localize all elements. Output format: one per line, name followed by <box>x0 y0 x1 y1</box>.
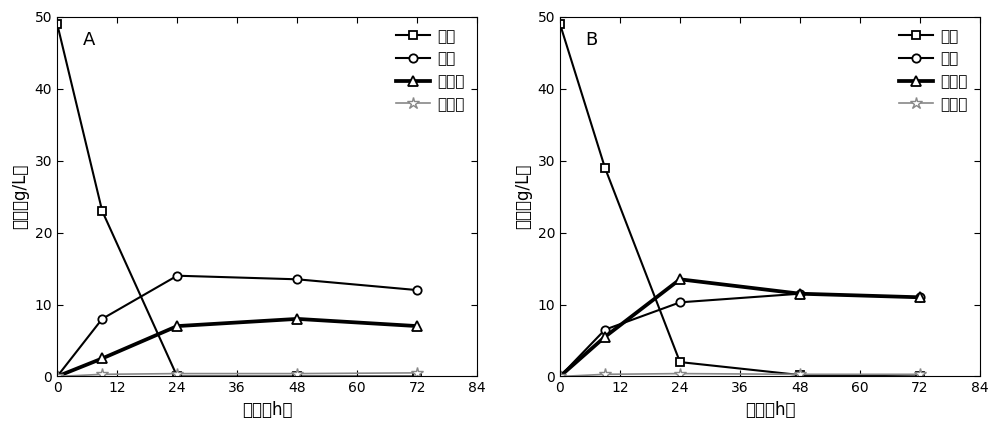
X-axis label: 时间（h）: 时间（h） <box>745 401 795 419</box>
Y-axis label: 浓度（g/L）: 浓度（g/L） <box>11 164 29 229</box>
Y-axis label: 浓度（g/L）: 浓度（g/L） <box>514 164 532 229</box>
Legend: 木糖, 乙醇, 木糖醇, 香草醒: 木糖, 乙醇, 木糖醇, 香草醒 <box>392 24 470 117</box>
X-axis label: 时间（h）: 时间（h） <box>242 401 292 419</box>
Text: A: A <box>82 31 95 49</box>
Text: B: B <box>585 31 597 49</box>
Legend: 木糖, 乙醇, 木糖醇, 香草醒: 木糖, 乙醇, 木糖醇, 香草醒 <box>895 24 972 117</box>
